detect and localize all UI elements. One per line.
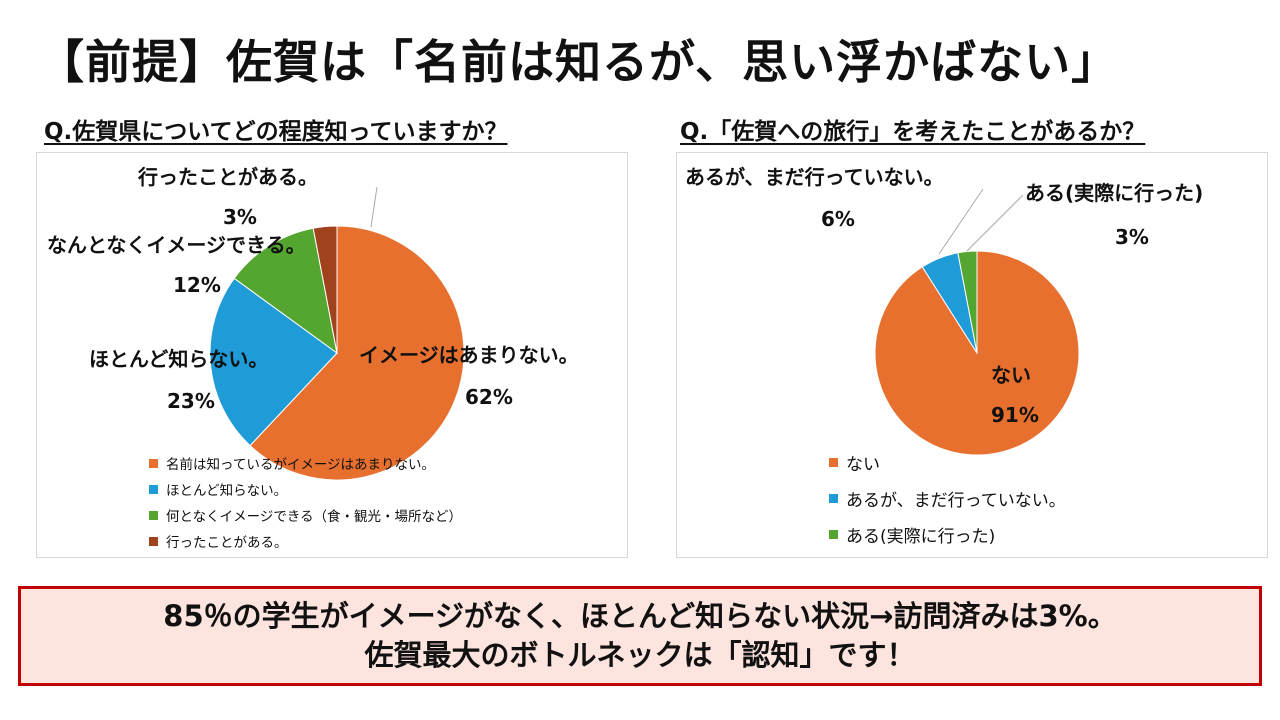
chart1-slice-2 (233, 227, 338, 355)
chart1-pct-visited: 3% (223, 205, 257, 229)
legend-label: ほとんど知らない。 (166, 483, 288, 499)
summary-line-1: 85％の学生がイメージがなく、ほとんど知らない状況→訪問済みは3%。 (163, 598, 1117, 633)
chart2-label-considered: あるが、まだ行っていない。 (685, 165, 944, 189)
legend-swatch-green (829, 530, 838, 539)
legend-label: 名前は知っているがイメージはあまりない。 (166, 457, 436, 473)
legend-label: 何となくイメージできる（食・観光・場所など） (166, 509, 463, 525)
chart2-slice-2 (957, 250, 978, 354)
chart1-legend: 名前は知っているがイメージはあまりない。 ほとんど知らない。 何となくイメージで… (149, 453, 462, 557)
legend-item: 行ったことがある。 (149, 531, 462, 551)
legend-item: 名前は知っているがイメージはあまりない。 (149, 453, 462, 473)
legend-item: ある(実際に行った) (829, 522, 1066, 547)
chart2-leader-line-6 (938, 188, 984, 255)
chart1-label-unknown: ほとんど知らない。 (89, 347, 269, 371)
legend-label: 行ったことがある。 (166, 535, 288, 551)
chart2-pct-none: 91% (991, 403, 1039, 427)
legend-swatch-brown (149, 536, 158, 546)
chart2-label-visited: ある(実際に行った) (1025, 181, 1204, 205)
chart1-label-vague: なんとなくイメージできる。 (47, 233, 306, 257)
chart1-pct-vague: 12% (173, 273, 221, 297)
summary-line-2: 佐賀最大のボトルネックは「認知」です！ (364, 638, 916, 672)
chart2-pie (874, 188, 1080, 456)
chart1-pct-unknown: 23% (167, 389, 215, 413)
chart2-pct-considered: 6% (821, 207, 855, 231)
legend-swatch-blue (829, 494, 838, 503)
legend-swatch-orange (829, 458, 838, 467)
chart1-label-no-image: イメージはあまりない。 (359, 343, 579, 367)
chart2-panel: あるが、まだ行っていない。 6% ある(実際に行った) 3% ない 91% ない… (676, 152, 1268, 558)
chart1-question: Q.佐賀県についてどの程度知っていますか？ (44, 119, 508, 145)
legend-swatch-orange (149, 458, 158, 468)
chart2-pct-visited: 3% (1115, 225, 1149, 249)
chart1-slice-0 (249, 225, 465, 481)
legend-label: あるが、まだ行っていない。 (846, 491, 1066, 511)
legend-label: ない (846, 455, 880, 475)
legend-swatch-blue (149, 484, 158, 494)
chart2-question: Q.「佐賀への旅行」を考えたことがあるか？ (680, 119, 1146, 145)
chart1-slice-1 (209, 277, 338, 447)
legend-item: 何となくイメージできる（食・観光・場所など） (149, 505, 462, 525)
summary-box: 85％の学生がイメージがなく、ほとんど知らない状況→訪問済みは3%。 佐賀最大の… (18, 586, 1262, 686)
chart2-legend: ない あるが、まだ行っていない。 ある(実際に行った) (829, 450, 1066, 558)
chart1-panel: 行ったことがある。 3% なんとなくイメージできる。 12% ほとんど知らない。… (36, 152, 628, 558)
chart1-slice-3 (312, 225, 338, 354)
chart1-leader-line (370, 186, 378, 228)
legend-item: ない (829, 450, 1066, 475)
legend-item: あるが、まだ行っていない。 (829, 486, 1066, 511)
chart1-pie (209, 186, 465, 481)
chart2-leader-line-3 (966, 194, 1024, 252)
legend-swatch-green (149, 510, 158, 520)
chart1-label-visited: 行ったことがある。 (138, 165, 318, 189)
chart1-pct-no-image: 62% (465, 385, 513, 409)
legend-label: ある(実際に行った) (846, 527, 996, 547)
legend-item: ほとんど知らない。 (149, 479, 462, 499)
slide-title: 【前提】佐賀は「名前は知るが、思い浮かばない」 (38, 35, 1119, 89)
chart2-label-none: ない (991, 363, 1031, 387)
